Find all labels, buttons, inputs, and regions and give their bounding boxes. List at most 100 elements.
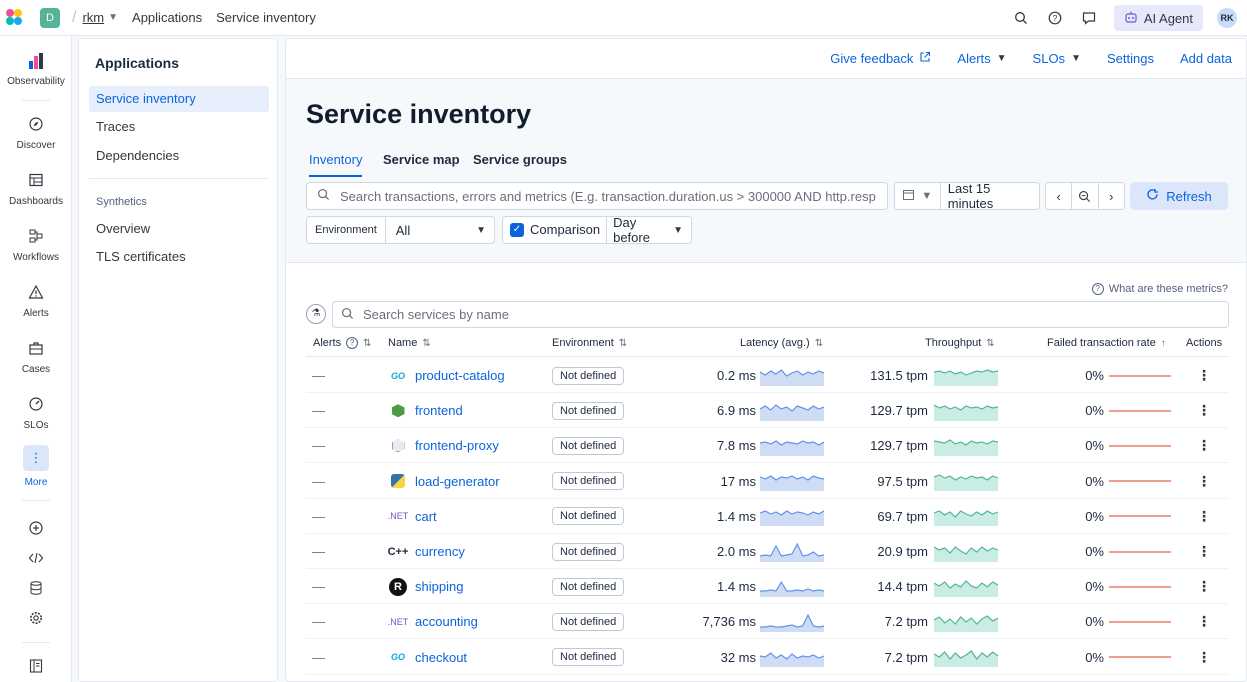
help-icon[interactable]: ?	[1044, 7, 1066, 29]
side-nav-item-service-inventory[interactable]: Service inventory	[89, 86, 269, 112]
side-nav-divider	[89, 178, 269, 179]
chevron-down-icon: ▼	[476, 224, 486, 236]
column-alerts[interactable]: Alerts ? ⇅	[313, 337, 372, 349]
tab-service-groups[interactable]: Service groups	[473, 152, 567, 167]
service-name-link[interactable]: checkout	[415, 649, 468, 665]
service-search-input[interactable]: Search services by name	[332, 301, 1229, 328]
zoom-out-icon[interactable]	[1072, 183, 1099, 209]
breadcrumb-project[interactable]: rkm	[82, 10, 105, 25]
date-quick-menu-button[interactable]: ▼	[895, 183, 941, 209]
rail-settings-button[interactable]	[0, 610, 72, 634]
search-icon[interactable]	[1010, 7, 1032, 29]
search-icon	[341, 307, 354, 323]
row-actions-button[interactable]: ⋮	[1197, 437, 1211, 454]
side-nav-item-tls-certificates[interactable]: TLS certificates	[96, 249, 186, 264]
rail-item-slos[interactable]: SLOs	[0, 396, 72, 431]
row-actions-button[interactable]: ⋮	[1197, 402, 1211, 419]
row-actions-button[interactable]: ⋮	[1197, 507, 1211, 524]
service-name-link[interactable]: shipping	[415, 579, 464, 595]
service-name-link[interactable]: product-catalog	[415, 368, 505, 383]
service-name-link[interactable]: frontend-proxy	[415, 438, 499, 454]
row-actions-button[interactable]: ⋮	[1197, 472, 1211, 489]
rail-item-observability[interactable]: Observability	[0, 52, 72, 87]
breadcrumb-applications[interactable]: Applications	[132, 10, 203, 25]
add-data-link[interactable]: Add data	[1179, 51, 1232, 66]
settings-link[interactable]: Settings	[1106, 51, 1154, 66]
rail-item-discover[interactable]: Discover	[0, 116, 72, 151]
latency-sparkline	[760, 569, 824, 604]
side-nav-item-traces[interactable]: Traces	[96, 119, 136, 134]
row-actions-button[interactable]: ⋮	[1197, 367, 1211, 383]
user-avatar[interactable]: RK	[1217, 8, 1237, 28]
side-nav-item-overview[interactable]: Overview	[96, 221, 151, 236]
row-actions-button[interactable]: ⋮	[1197, 613, 1211, 630]
slos-menu-button[interactable]: SLOs ▼	[1033, 51, 1081, 66]
alerts-menu-button[interactable]: Alerts ▼	[957, 51, 1006, 66]
date-picker[interactable]: ▼ Last 15 minutes	[894, 181, 1040, 211]
rail-add-data-button[interactable]	[0, 520, 72, 544]
chevron-down-icon[interactable]: ▼	[108, 12, 119, 23]
column-latency[interactable]: Latency (avg.) ⇅	[740, 337, 823, 349]
ai-agent-button[interactable]: AI Agent	[1113, 5, 1203, 31]
alerts-value: —	[312, 649, 325, 665]
failed-rate-value: 0%	[1085, 579, 1104, 595]
comparison-checkbox[interactable]: ✓	[510, 223, 524, 237]
sort-icon: ⇅	[422, 337, 431, 349]
rail-item-alerts[interactable]: Alerts	[0, 284, 72, 319]
column-name[interactable]: Name ⇅	[388, 337, 431, 349]
help-icon: ?	[346, 337, 359, 349]
rail-label: Dashboards	[9, 196, 63, 207]
service-name-link[interactable]: currency	[415, 544, 465, 559]
unknown-agent-icon	[389, 428, 407, 463]
tab-service-map[interactable]: Service map	[383, 152, 460, 167]
give-feedback-link[interactable]: Give feedback	[830, 51, 931, 66]
service-name-link[interactable]: cart	[415, 508, 437, 524]
rail-dev-tools-button[interactable]	[0, 550, 72, 574]
rail-label: Observability	[7, 76, 65, 87]
service-name-link[interactable]: frontend	[415, 403, 463, 419]
column-failed-rate[interactable]: Failed transaction rate ↑	[1047, 337, 1166, 349]
rail-item-more[interactable]: ⋮ More	[0, 445, 72, 488]
rail-data-management-button[interactable]	[0, 580, 72, 604]
dotnet-agent-icon: .NET	[387, 616, 409, 627]
more-vertical-icon: ⋮	[23, 445, 49, 471]
comparison-value[interactable]: Day before	[613, 215, 650, 245]
space-avatar[interactable]: D	[40, 7, 60, 28]
column-throughput[interactable]: Throughput ⇅	[925, 337, 995, 349]
alerts-value: —	[312, 368, 325, 383]
tab-inventory[interactable]: Inventory	[309, 152, 363, 177]
failed-rate-value: 0%	[1085, 473, 1104, 489]
side-nav-group-synthetics: Synthetics	[96, 196, 147, 208]
chevron-left-icon[interactable]: ‹	[1046, 183, 1073, 209]
nodejs-agent-icon	[389, 393, 407, 428]
row-actions-button[interactable]: ⋮	[1197, 578, 1211, 595]
service-name-link[interactable]: accounting	[415, 614, 478, 630]
svg-text:?: ?	[1053, 14, 1058, 23]
metrics-help-link[interactable]: ? What are these metrics?	[1091, 283, 1228, 295]
elastic-logo-icon[interactable]	[6, 8, 24, 27]
breadcrumb-current: Service inventory	[216, 10, 316, 25]
latency-sparkline	[760, 534, 824, 569]
throughput-sparkline	[934, 499, 998, 534]
row-actions-button[interactable]: ⋮	[1197, 543, 1211, 559]
rail-collapse-button[interactable]	[0, 658, 72, 682]
row-actions-button[interactable]: ⋮	[1197, 648, 1211, 665]
rail-item-workflows[interactable]: Workflows	[0, 228, 72, 263]
rail-item-cases[interactable]: Cases	[0, 340, 72, 375]
feedback-chat-icon[interactable]	[1078, 7, 1100, 29]
chevron-down-icon: ▼	[1071, 53, 1081, 64]
flask-icon[interactable]: ⚗	[306, 304, 326, 324]
throughput-value: 129.7 tpm	[870, 403, 928, 419]
refresh-button[interactable]: Refresh	[1130, 182, 1228, 210]
column-environment[interactable]: Environment ⇅	[552, 337, 627, 349]
alerts-value: —	[312, 473, 325, 489]
environment-select[interactable]: Environment All ▼	[306, 216, 495, 244]
rail-item-dashboards[interactable]: Dashboards	[0, 172, 72, 207]
go-agent-icon: GO	[390, 370, 405, 381]
side-nav-item-dependencies[interactable]: Dependencies	[96, 148, 180, 163]
service-name-link[interactable]: load-generator	[415, 473, 500, 489]
kql-search-bar[interactable]: Search transactions, errors and metrics …	[306, 182, 888, 210]
throughput-value: 14.4 tpm	[877, 579, 928, 595]
comparison-control[interactable]: ✓ Comparison Day before ▼	[502, 215, 692, 245]
chevron-right-icon[interactable]: ›	[1109, 188, 1114, 204]
